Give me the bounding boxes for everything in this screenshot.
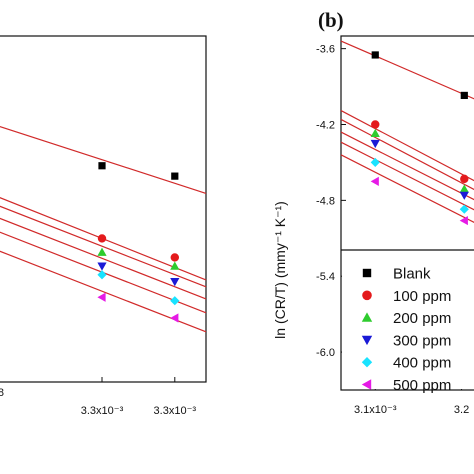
- panel-b-y-axis-label: ln (CR/T) (mmy⁻¹ K⁻¹): [272, 201, 288, 339]
- data-point-2-0: [370, 128, 380, 137]
- x-tick-label: 3.3x10⁻³: [81, 405, 124, 417]
- data-point-4-1: [170, 296, 180, 306]
- data-point-3-1: [459, 191, 469, 200]
- fit-line-3: [0, 217, 207, 300]
- data-point-0-0: [98, 162, 106, 170]
- data-point-5-0: [370, 176, 379, 186]
- data-point-5-1: [459, 215, 468, 226]
- x-tick-label: 3.2: [454, 404, 469, 416]
- data-point-4-0: [97, 270, 107, 280]
- data-point-1-1: [170, 253, 179, 262]
- y-tick-label: -5.4: [316, 271, 335, 283]
- data-point-1-0: [371, 120, 380, 129]
- x-tick-label: 3.3x10⁻³: [154, 405, 197, 417]
- y-tick-label: -6.0: [316, 347, 335, 359]
- fit-line-1: [340, 110, 474, 182]
- y-tick-label: -4.2: [316, 120, 335, 132]
- panel-a-data-points: [97, 162, 180, 323]
- y-tick-label: -4.8: [316, 195, 335, 207]
- panel-b-label: (b): [318, 8, 344, 32]
- panel-a-plot-frame: [0, 35, 207, 383]
- legend-marker-5: [361, 379, 372, 390]
- data-point-2-1: [459, 184, 469, 193]
- data-point-0-0: [371, 51, 379, 59]
- legend-marker-0: [362, 268, 372, 278]
- panel-a-x-ticks: 3.3x10⁻³ 3.3x10⁻³ 8: [0, 377, 196, 417]
- panel-a: 3.3x10⁻³ 3.3x10⁻³ 8: [0, 35, 207, 417]
- legend-marker-1: [362, 290, 372, 301]
- y-tick-label: -3.6: [316, 44, 335, 56]
- fit-line-0: [340, 40, 474, 100]
- legend-label-2: 200 ppm: [393, 310, 451, 327]
- fit-line-5: [340, 154, 474, 224]
- panel-b-fit-lines: [340, 40, 474, 224]
- data-point-5-0: [97, 292, 106, 302]
- panel-b-plot-frame: [340, 35, 474, 391]
- panel-b-y-ticks: -3.6 -4.2 -4.8 -5.4 -6.0: [316, 44, 346, 359]
- panel-b-data-points: [370, 51, 469, 226]
- data-point-3-1: [170, 278, 180, 287]
- x-tick-label-partial: 8: [0, 387, 4, 399]
- panel-b-legend: Blank 100 ppm 200 ppm 300 ppm 400 ppm 500 ppm: [341, 249, 474, 394]
- legend-label-4: 400 ppm: [393, 355, 451, 372]
- fit-line-4: [340, 141, 474, 211]
- data-point-2-1: [170, 261, 180, 270]
- data-point-0-1: [460, 91, 468, 100]
- data-point-5-1: [170, 313, 179, 323]
- legend-marker-2: [361, 312, 373, 322]
- data-point-2-0: [97, 247, 107, 256]
- fit-line-0: [0, 125, 207, 195]
- x-tick-label: 3.1x10⁻³: [354, 404, 397, 416]
- data-point-4-1: [459, 204, 469, 214]
- legend-marker-3: [361, 335, 373, 346]
- fit-line-3: [340, 131, 474, 201]
- fit-line-2: [0, 205, 207, 288]
- fit-line-2: [340, 118, 474, 191]
- data-point-3-0: [97, 262, 107, 271]
- legend-label-3: 300 ppm: [393, 332, 451, 349]
- legend-label-1: 100 ppm: [393, 288, 451, 305]
- data-point-0-1: [171, 172, 179, 180]
- data-point-3-0: [370, 139, 380, 149]
- data-point-1-0: [97, 234, 107, 243]
- legend-label-0: Blank: [393, 266, 431, 283]
- legend-label-5: 500 ppm: [393, 377, 451, 394]
- data-point-4-0: [370, 157, 380, 168]
- legend-marker-4: [361, 357, 373, 368]
- panel-b: (b) -3.6 -4.2 -4.8 -5.4 -6.0 3.1x10⁻³ 3.2 ln …: [272, 8, 474, 416]
- data-point-1-1: [460, 174, 469, 184]
